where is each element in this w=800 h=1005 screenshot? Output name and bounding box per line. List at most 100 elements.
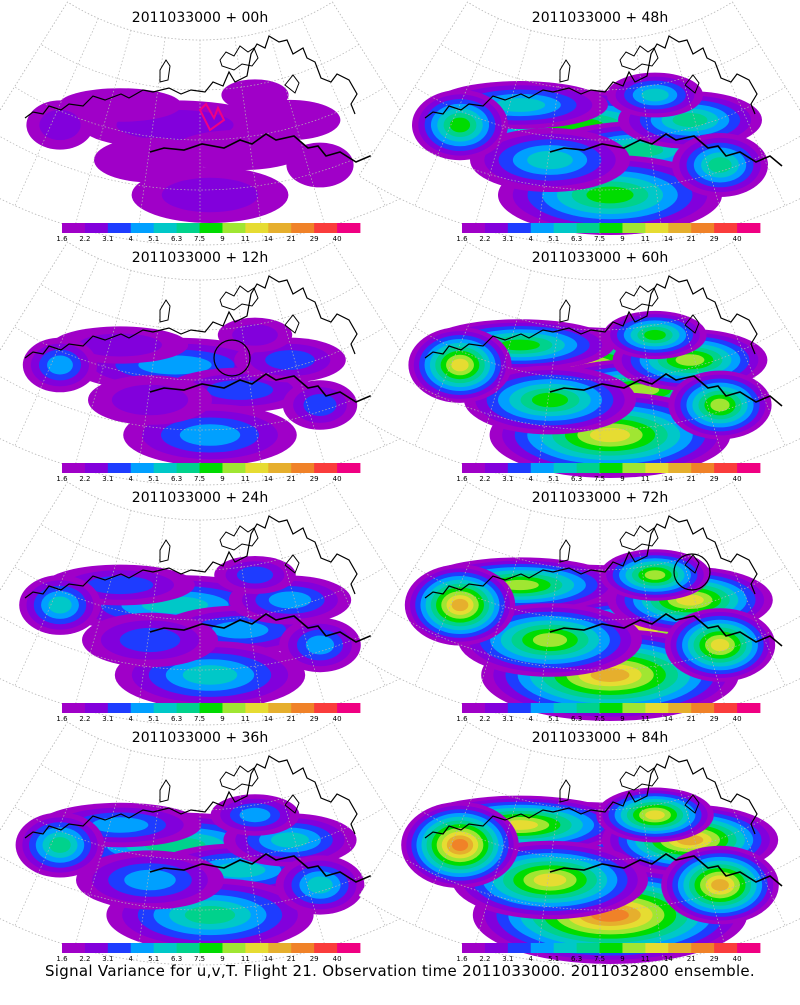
colorbar-label: 1.6: [456, 235, 468, 243]
colorbar-label: 21: [687, 955, 696, 963]
variance-contour: [710, 638, 730, 652]
colorbar-swatch: [576, 703, 600, 713]
longitude-line: [634, 37, 664, 241]
longitude-line: [414, 738, 499, 926]
colorbar-label: 4: [529, 955, 534, 963]
colorbar-swatch: [268, 223, 292, 233]
variance-contour: [268, 591, 312, 609]
latitude-line: [40, 764, 360, 811]
variance-contour: [672, 113, 708, 127]
variance-contour: [206, 380, 274, 400]
colorbar-label: 1.6: [456, 955, 468, 963]
coastline: [24, 35, 358, 119]
colorbar-swatch: [599, 703, 623, 713]
variance-contour: [48, 596, 72, 614]
colorbar-swatch: [107, 463, 132, 473]
coastline-islands: [559, 45, 700, 94]
colorbar-swatch: [599, 223, 623, 233]
colorbar-swatch: [507, 703, 532, 713]
colorbar-swatch: [84, 703, 109, 713]
longitude-line: [474, 30, 532, 228]
longitude-line: [14, 258, 99, 446]
variance-contour: [39, 109, 81, 141]
colorbar-label: 29: [310, 715, 319, 723]
colorbar-label: 2.2: [479, 955, 490, 963]
colorbar-swatch: [314, 463, 338, 473]
colorbar-label: 7.5: [194, 475, 205, 483]
colorbar-label: 40: [333, 715, 342, 723]
longitude-line: [234, 517, 264, 721]
colorbar-swatch: [62, 703, 86, 713]
map-panel: 2011033000 + 12h 1.6 2.2 3.1 4 5.1 6.3 7.5 9 11 14…: [0, 241, 442, 486]
colorbar-swatch: [714, 943, 738, 953]
panel-title: 2011033000 + 00h: [132, 10, 268, 26]
longitude-line: [668, 510, 726, 708]
colorbar-swatch: [314, 703, 338, 713]
colorbar-label: 11: [641, 955, 650, 963]
map-panel: 2011033000 + 72h 1.6 2.2 3.1 4 5.1 6.3 7.5 9 11 14…: [358, 481, 800, 726]
coastline-islands: [159, 45, 300, 94]
longitude-line: [301, 258, 386, 446]
colorbar-swatch: [199, 943, 223, 953]
variance-contour: [676, 594, 704, 606]
colorbar-swatch: [176, 703, 200, 713]
latitude-line: [0, 368, 413, 431]
coastline: [424, 275, 758, 359]
colorbar-swatch: [84, 463, 109, 473]
colorbar-swatch: [337, 703, 361, 713]
variance-contour: [641, 88, 669, 102]
variance-contour: [232, 324, 278, 346]
colorbar-swatch: [130, 943, 155, 953]
colorbar-label: 7.5: [194, 235, 205, 243]
colorbar-swatch: [153, 463, 178, 473]
colorbar-label: 3.1: [502, 955, 513, 963]
variance-contour: [451, 839, 469, 851]
coastline-islands: [159, 765, 300, 814]
panel-title: 2011033000 + 72h: [532, 490, 668, 506]
longitude-line: [74, 510, 132, 708]
colorbar-label: 1.6: [456, 715, 468, 723]
longitude-line: [14, 18, 99, 206]
colorbar-swatch: [153, 223, 178, 233]
colorbar-label: 21: [687, 235, 696, 243]
colorbar-label: 2.2: [479, 715, 490, 723]
longitude-line: [668, 270, 726, 468]
variance-contour: [532, 633, 568, 647]
map-area: [0, 722, 442, 965]
variance-contour: [265, 350, 315, 370]
map-panel: 2011033000 + 24h 1.6 2.2 3.1 4 5.1 6.3 7.5 9 11 14…: [0, 481, 442, 726]
colorbar-swatch: [737, 463, 761, 473]
flight-track: [549, 373, 783, 407]
colorbar-swatch: [668, 223, 692, 233]
colorbar-swatch: [691, 223, 715, 233]
colorbar-swatch: [553, 463, 578, 473]
longitude-line: [136, 517, 166, 721]
colorbar-label: 6.3: [571, 715, 582, 723]
coastline-islands: [159, 285, 300, 334]
colorbar-swatch: [314, 943, 338, 953]
colorbar-label: 29: [710, 715, 719, 723]
variance-contour: [303, 393, 337, 417]
latitude-line: [40, 524, 360, 571]
colorbar-label: 6.3: [571, 955, 582, 963]
variance-contour: [708, 157, 732, 173]
longitude-line: [268, 510, 326, 708]
variance-contour: [451, 358, 469, 372]
coastline: [424, 515, 758, 599]
colorbar-swatch: [462, 463, 486, 473]
colorbar-label: 29: [710, 955, 719, 963]
longitude-line: [136, 757, 166, 961]
colorbar-swatch: [291, 223, 315, 233]
colorbar-swatch: [84, 223, 109, 233]
colorbar-label: 11: [241, 475, 250, 483]
colorbar-swatch: [714, 223, 738, 233]
longitude-line: [668, 750, 726, 948]
longitude-line: [268, 750, 326, 948]
variance-contour: [124, 869, 176, 891]
map-area: [358, 242, 800, 485]
colorbar-swatch: [222, 223, 246, 233]
colorbar-swatch: [176, 223, 200, 233]
colorbar-swatch: [245, 223, 269, 233]
flight-track: [549, 613, 783, 647]
longitude-line: [701, 18, 786, 206]
